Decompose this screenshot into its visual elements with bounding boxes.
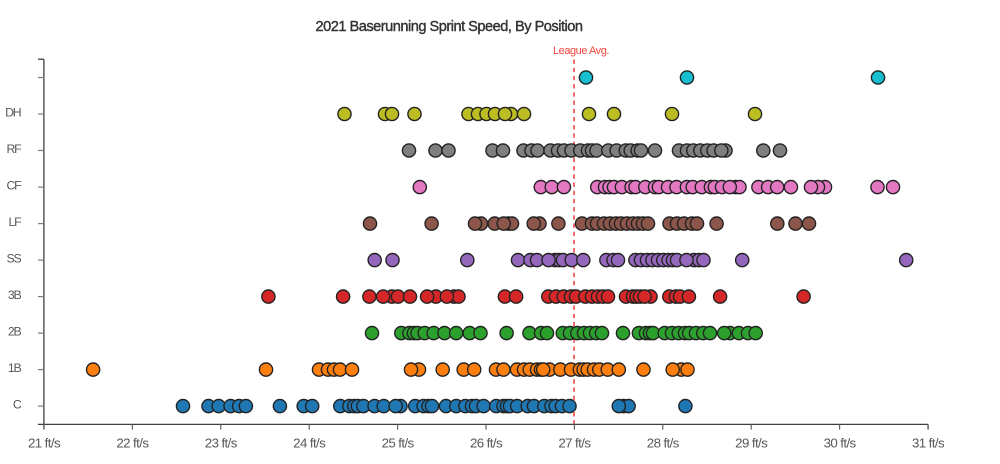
svg-text:2B: 2B	[8, 324, 22, 338]
svg-text:29 ft/s: 29 ft/s	[735, 436, 768, 451]
svg-text:C: C	[13, 397, 22, 411]
svg-text:27 ft/s: 27 ft/s	[558, 436, 591, 451]
svg-text:31 ft/s: 31 ft/s	[912, 436, 945, 451]
svg-text:RF: RF	[7, 142, 23, 156]
svg-text:DH: DH	[5, 105, 21, 119]
svg-text:1B: 1B	[8, 361, 22, 375]
svg-text:30 ft/s: 30 ft/s	[824, 436, 857, 451]
svg-text:League Avg.: League Avg.	[553, 45, 609, 57]
svg-text:24 ft/s: 24 ft/s	[293, 436, 326, 451]
svg-text:26 ft/s: 26 ft/s	[470, 436, 503, 451]
svg-text:LF: LF	[9, 215, 23, 229]
svg-text:SS: SS	[6, 251, 21, 265]
svg-text:22 ft/s: 22 ft/s	[116, 436, 149, 451]
svg-text:21 ft/s: 21 ft/s	[28, 436, 61, 451]
svg-text:CF: CF	[7, 178, 23, 192]
svg-text:28 ft/s: 28 ft/s	[647, 436, 680, 451]
svg-text:23 ft/s: 23 ft/s	[205, 436, 238, 451]
svg-text:25 ft/s: 25 ft/s	[382, 436, 415, 451]
svg-text:3B: 3B	[8, 288, 22, 302]
svg-text:2021 Baserunning Sprint Speed,: 2021 Baserunning Sprint Speed, By Positi…	[315, 19, 582, 35]
